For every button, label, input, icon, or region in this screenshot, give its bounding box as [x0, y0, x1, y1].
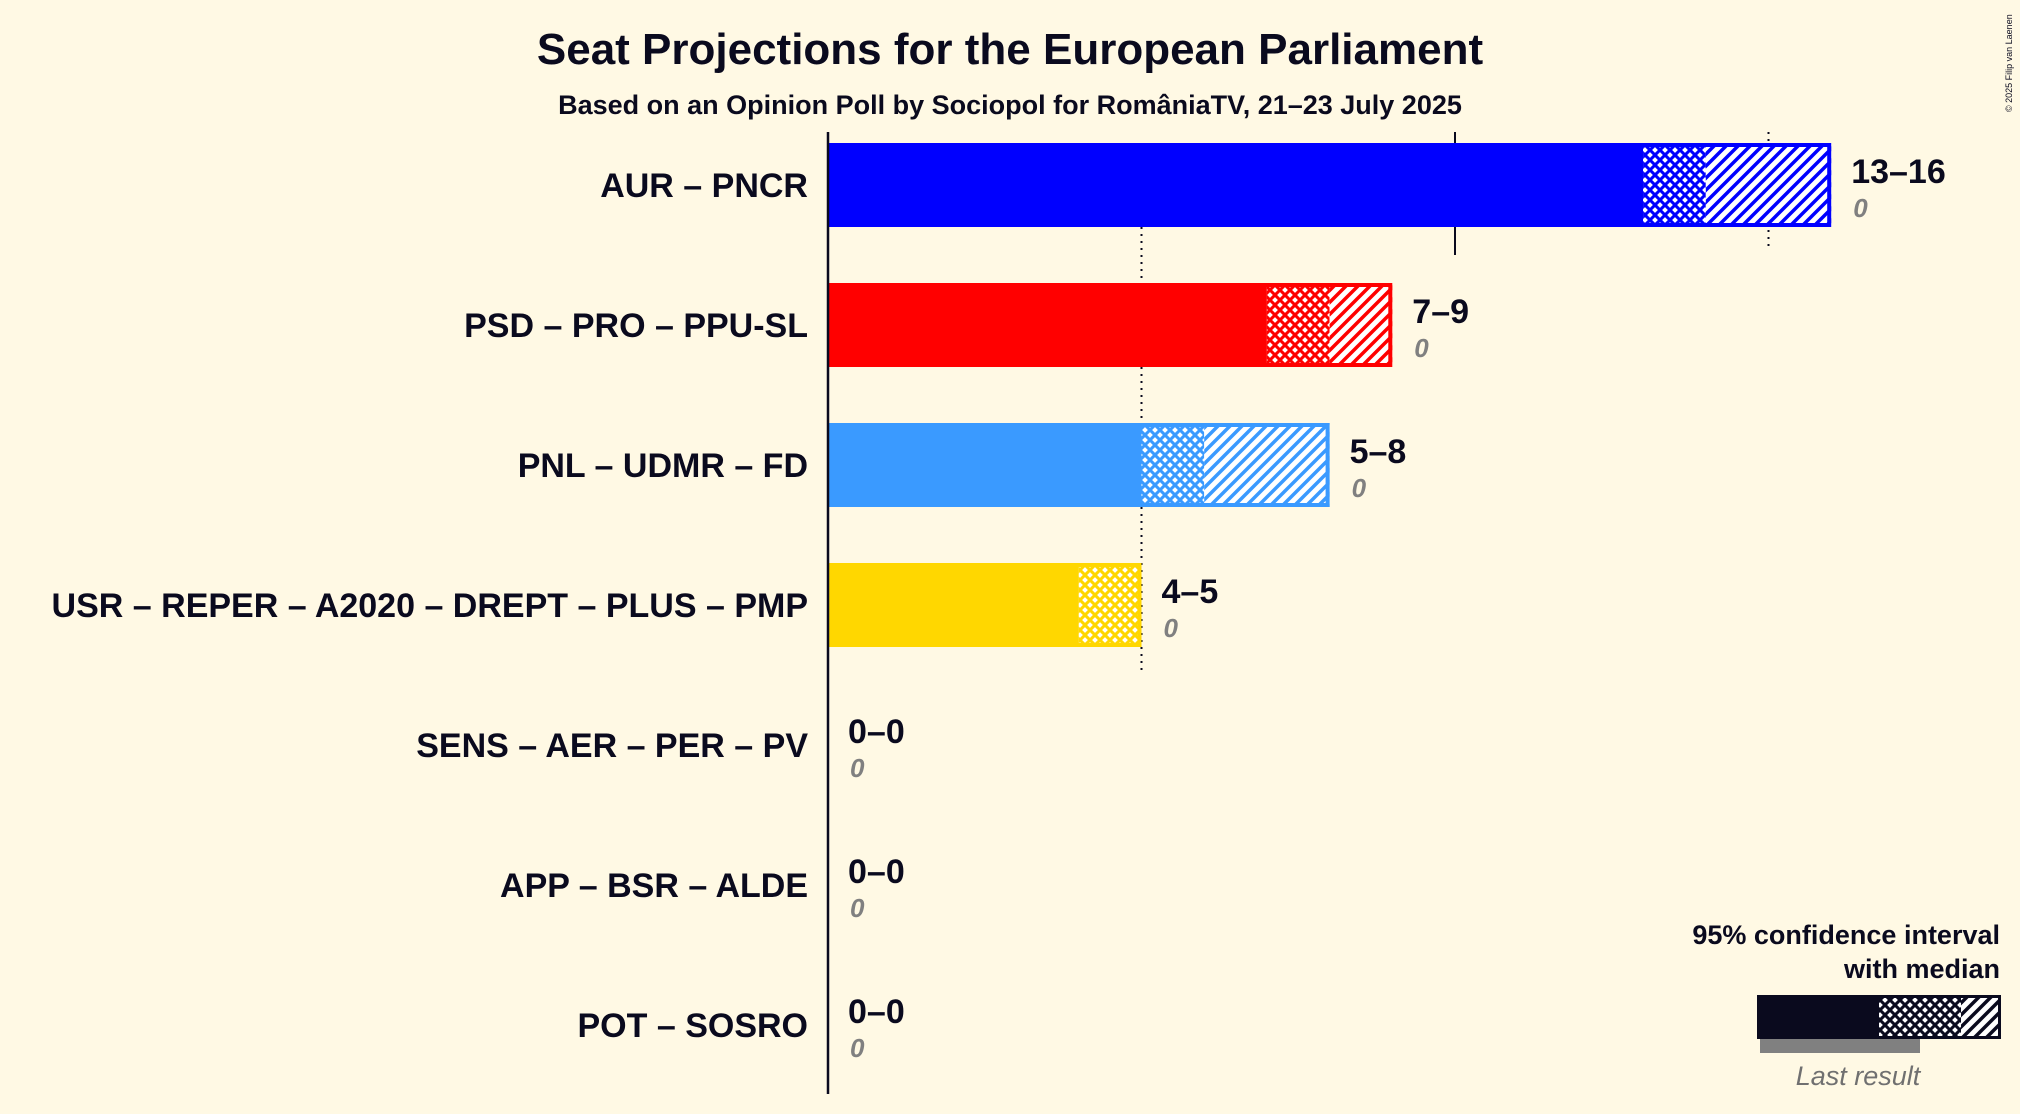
legend: 95% confidence interval with median Last… — [1692, 920, 2001, 1091]
bar-ci-upper — [1329, 283, 1393, 367]
range-label: 13–16 — [1851, 153, 1946, 191]
last-result-label: 0 — [850, 893, 865, 923]
range-label: 0–0 — [848, 853, 905, 891]
bar-solid — [828, 143, 1644, 227]
party-label: PNL – UDMR – FD — [518, 447, 808, 485]
bar-ci-upper — [1705, 143, 1832, 227]
bar-outline — [828, 423, 1330, 507]
party-label: SENS – AER – PER – PV — [416, 727, 808, 765]
last-result-label: 0 — [1164, 613, 1179, 643]
bar-solid — [828, 563, 1079, 647]
bar-outline — [828, 283, 1393, 367]
party-label: AUR – PNCR — [600, 167, 808, 205]
bar-ci-lower — [1078, 563, 1142, 647]
party-label: USR – REPER – A2020 – DREPT – PLUS – PMP — [52, 587, 808, 625]
last-result-label: 0 — [1414, 333, 1429, 363]
last-result-label: 0 — [850, 1033, 865, 1063]
bar-ci-upper — [1204, 423, 1330, 507]
chart-subtitle: Based on an Opinion Poll by Sociopol for… — [558, 90, 1462, 120]
bar-outline — [828, 143, 1832, 227]
legend-title-line2: with median — [1843, 954, 2000, 984]
legend-last-result-bar — [1760, 1039, 1920, 1053]
bars — [828, 143, 1832, 647]
range-label: 5–8 — [1350, 433, 1407, 471]
bar-solid — [828, 283, 1267, 367]
bar-outline — [828, 563, 1142, 647]
legend-outline — [1757, 995, 2001, 1039]
legend-diagonal-segment — [1961, 995, 2001, 1039]
bar-solid — [828, 423, 1142, 507]
party-label: PSD – PRO – PPU-SL — [464, 307, 808, 345]
last-result-label: 0 — [1853, 193, 1868, 223]
legend-crosshatch-segment — [1879, 995, 1961, 1039]
bar-ci-lower — [1141, 423, 1205, 507]
legend-last-result-label: Last result — [1796, 1061, 1922, 1091]
legend-solid-segment — [1757, 995, 1879, 1039]
range-label: 4–5 — [1162, 573, 1219, 611]
party-label: APP – BSR – ALDE — [500, 867, 808, 905]
range-label: 0–0 — [848, 993, 905, 1031]
last-result-label: 0 — [850, 753, 865, 783]
last-result-label: 0 — [1352, 473, 1367, 503]
chart-title: Seat Projections for the European Parlia… — [537, 25, 1484, 74]
legend-title-line1: 95% confidence interval — [1692, 920, 2000, 950]
bar-ci-lower — [1643, 143, 1706, 227]
legend-sample-bar — [1757, 995, 2001, 1053]
party-label: POT – SOSRO — [578, 1007, 809, 1045]
copyright-notice: © 2025 Filip van Laenen — [2004, 14, 2014, 112]
bar-ci-lower — [1266, 283, 1330, 367]
range-label: 0–0 — [848, 713, 905, 751]
range-label: 7–9 — [1412, 293, 1469, 331]
